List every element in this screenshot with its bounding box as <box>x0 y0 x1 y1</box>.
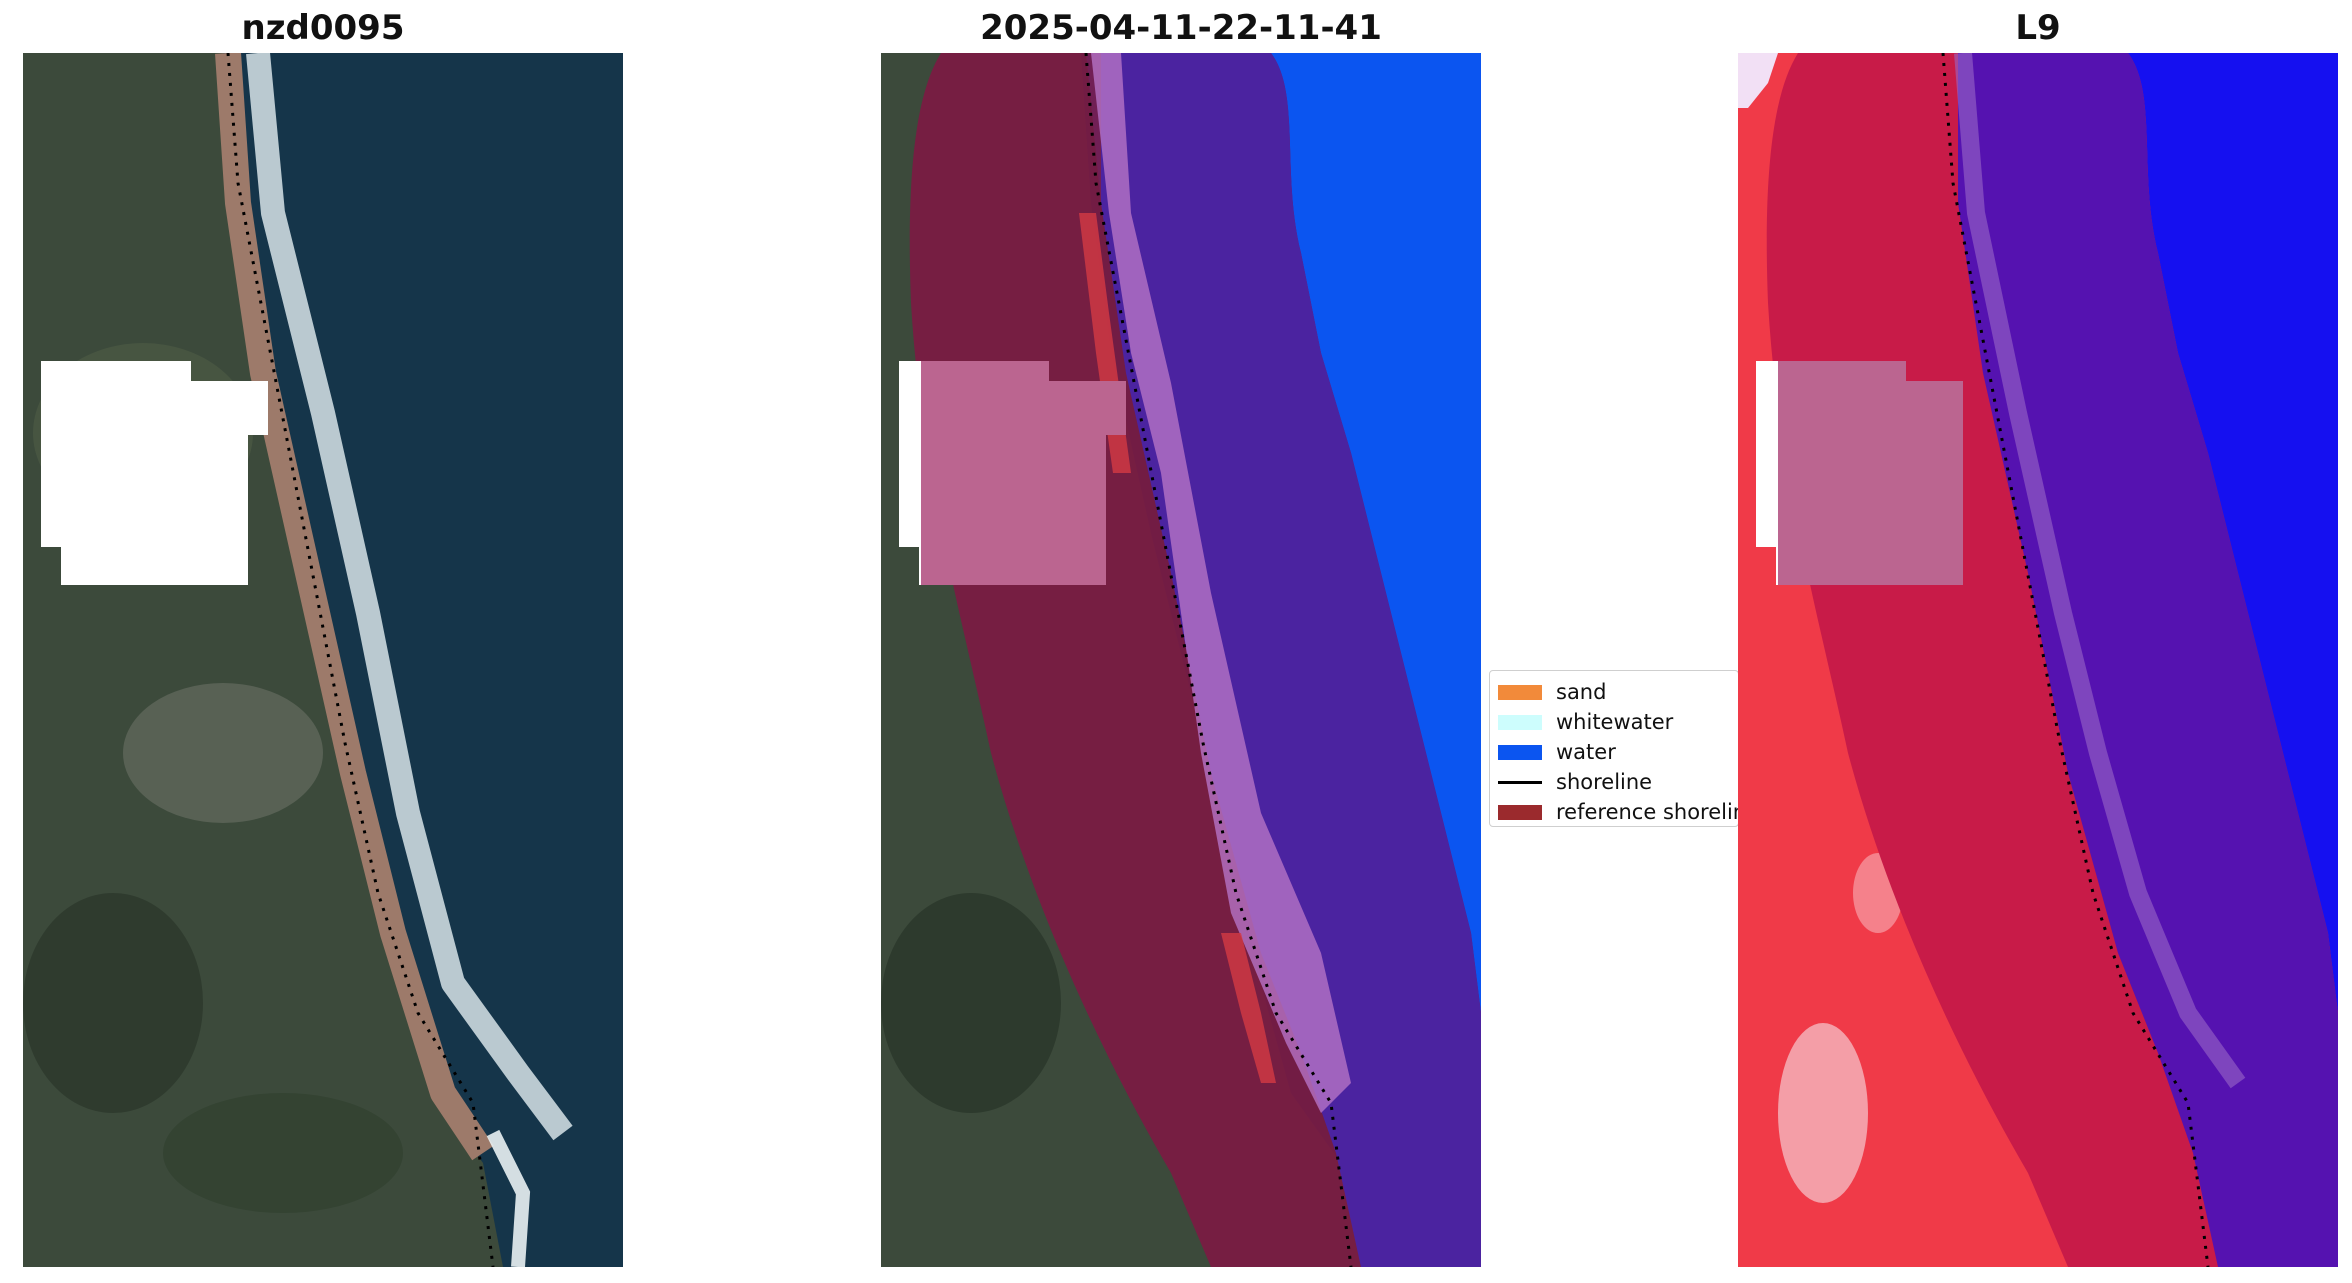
legend: sand whitewater water shoreline referenc… <box>1489 670 1739 827</box>
panel-title-index: L9 <box>2015 8 2061 48</box>
shoreline-dotted <box>226 53 495 1267</box>
water-buffer <box>1101 53 1481 1267</box>
l9-index-panel <box>1738 53 2338 1267</box>
legend-label-whitewater: whitewater <box>1556 710 1674 734</box>
masked-area-overlay <box>921 361 1126 585</box>
shoreline-dotted <box>1941 53 2210 1267</box>
legend-item-shoreline: shoreline <box>1490 767 1738 797</box>
shoreline-dotted <box>1084 53 1353 1267</box>
legend-label-reference-shoreline: reference shoreline <box>1556 800 1739 824</box>
surf-strip <box>246 53 573 1141</box>
cloud-mask <box>41 361 268 585</box>
l9-water-buffer <box>1958 53 2338 1267</box>
legend-swatch-water <box>1498 744 1542 760</box>
whitewater-class <box>1091 53 1351 1113</box>
legend-swatch-reference-shoreline <box>1498 804 1542 820</box>
legend-item-water: water <box>1490 737 1738 767</box>
l9-surf-strip <box>1954 53 2246 1089</box>
cloud-mask <box>1756 361 1778 585</box>
cloud-mask <box>899 361 921 585</box>
classified-image-panel <box>881 53 1481 1267</box>
panel-title-classified: 2025-04-11-22-11-41 <box>980 8 1382 48</box>
masked-area-overlay <box>1778 361 1963 585</box>
legend-label-shoreline: shoreline <box>1556 770 1653 794</box>
legend-item-reference-shoreline: reference shoreline <box>1490 797 1739 826</box>
legend-item-sand: sand <box>1490 677 1738 707</box>
surf-strip-2 <box>486 1129 531 1267</box>
legend-swatch-sand <box>1498 684 1542 700</box>
legend-swatch-shoreline <box>1498 780 1542 784</box>
legend-label-sand: sand <box>1556 680 1607 704</box>
legend-label-water: water <box>1556 740 1616 764</box>
legend-item-whitewater: whitewater <box>1490 707 1738 737</box>
rgb-image-panel <box>23 53 623 1267</box>
legend-swatch-whitewater <box>1498 714 1542 730</box>
panel-title-rgb: nzd0095 <box>241 8 405 48</box>
sand-strip <box>215 53 494 1161</box>
